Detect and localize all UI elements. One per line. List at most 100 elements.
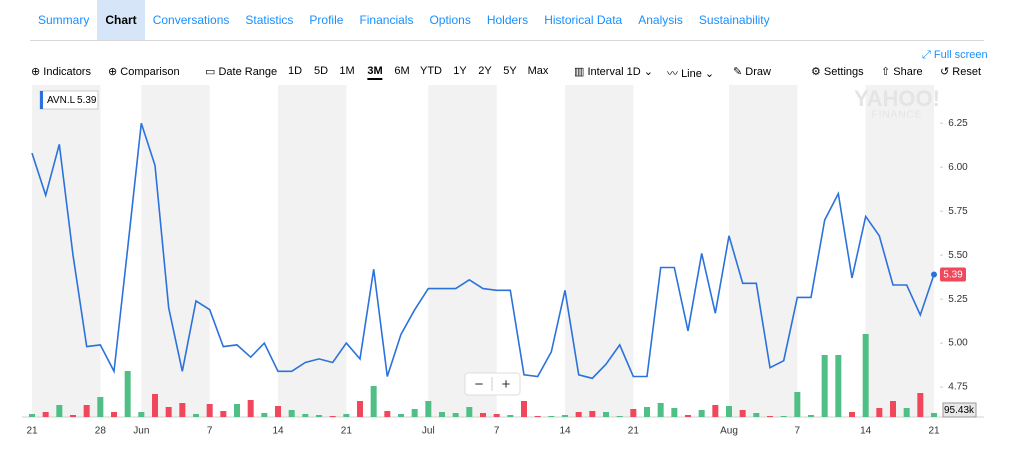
- range-button[interactable]: 2Y: [478, 65, 492, 77]
- x-tick-label: 21: [26, 426, 38, 437]
- volume-bar: [862, 334, 869, 417]
- range-button[interactable]: 5Y: [503, 65, 517, 77]
- volume-bar: [439, 412, 445, 417]
- volume-bar: [152, 394, 158, 417]
- volume-bar: [193, 414, 199, 417]
- volume-bar: [316, 415, 322, 417]
- volume-bar: [903, 408, 910, 417]
- zoom-box: [464, 372, 521, 396]
- tab[interactable]: Holders: [486, 13, 529, 27]
- line-type-label: Line: [681, 68, 702, 80]
- tab[interactable]: Statistics: [245, 13, 294, 27]
- volume-bar: [398, 414, 404, 417]
- x-tick-label: 28: [95, 426, 107, 437]
- y-tick-label: 5.00: [948, 338, 968, 349]
- tab[interactable]: Sustainability: [698, 13, 770, 27]
- legend-value: 5.39: [77, 95, 97, 106]
- y-tick-label: 6.00: [948, 162, 968, 173]
- week-band: [729, 85, 798, 417]
- y-tick-label: 6.25: [948, 118, 968, 129]
- range-button[interactable]: Max: [527, 65, 549, 77]
- range-button[interactable]: 5D: [313, 65, 329, 77]
- volume-bar: [849, 412, 855, 417]
- settings[interactable]: ⚙ Settings: [811, 66, 864, 78]
- reset-label: Reset: [952, 66, 982, 78]
- volume-bar: [425, 401, 432, 417]
- volume-bar: [466, 407, 473, 417]
- volume-bar: [726, 406, 732, 417]
- x-tick-label: Jun: [133, 426, 149, 437]
- week-band: [278, 85, 347, 417]
- share-label: Share: [893, 66, 923, 78]
- volume-bar: [343, 414, 350, 417]
- interval-value: 1D: [626, 66, 641, 78]
- legend-swatch: [40, 91, 43, 109]
- volume-bar: [521, 401, 527, 417]
- full-screen[interactable]: ⤢ Full screen: [922, 49, 988, 61]
- watermark: FINANCE: [872, 110, 923, 121]
- tab[interactable]: Summary: [38, 13, 90, 27]
- reset[interactable]: ↺ Reset: [940, 66, 982, 78]
- tab[interactable]: Profile: [309, 13, 344, 27]
- legend-box: [39, 90, 99, 110]
- x-tick-label: 14: [559, 426, 571, 437]
- volume-bar: [288, 410, 295, 417]
- volume-bar: [644, 407, 650, 417]
- volume-bar: [794, 392, 801, 417]
- interval[interactable]: ▥ Interval 1D ⌄: [574, 66, 653, 78]
- volume-bar: [70, 415, 76, 417]
- x-tick-label: 21: [928, 426, 940, 437]
- zoom-in[interactable]: +: [502, 376, 511, 393]
- x-tick-label: Jul: [422, 426, 435, 437]
- volume-bar: [329, 416, 336, 417]
- comparison[interactable]: ⊕ Comparison: [108, 66, 180, 78]
- volume-bar: [302, 414, 309, 417]
- volume-bar: [698, 410, 705, 417]
- zoom-out[interactable]: −: [475, 376, 484, 393]
- week-band: [141, 85, 210, 417]
- week-band: [865, 85, 934, 417]
- volume-bar: [917, 393, 924, 417]
- range-button[interactable]: 1Y: [453, 65, 467, 77]
- tab[interactable]: Analysis: [638, 13, 683, 27]
- volume-bar: [753, 413, 760, 417]
- line-type[interactable]: 〰 Line ⌄: [667, 68, 715, 80]
- interval-label: Interval: [587, 66, 624, 78]
- share[interactable]: ⇧ Share: [881, 66, 923, 78]
- range-button[interactable]: 1M: [339, 65, 355, 77]
- volume-bar: [876, 408, 883, 417]
- volume-bar: [548, 416, 555, 417]
- volume-bar: [890, 401, 896, 417]
- volume-bar: [562, 415, 568, 417]
- volume-bar: [780, 416, 787, 417]
- tab[interactable]: Options: [429, 13, 471, 27]
- tab[interactable]: Historical Data: [544, 13, 623, 27]
- range-button[interactable]: 3M: [367, 65, 383, 80]
- volume-bar: [452, 413, 459, 417]
- range-button[interactable]: YTD: [420, 65, 442, 77]
- draw[interactable]: ✎ Draw: [733, 66, 771, 78]
- week-band: [428, 85, 497, 417]
- volume-bar: [411, 409, 418, 417]
- volume-bar: [124, 371, 131, 417]
- volume-bar: [29, 414, 35, 417]
- indicators[interactable]: ⊕ Indicators: [31, 66, 91, 78]
- date-range[interactable]: ▭ Date Range: [205, 66, 278, 78]
- date-range-label: Date Range: [218, 66, 278, 78]
- volume-bar: [589, 411, 596, 417]
- volume-bar: [671, 408, 678, 417]
- tab[interactable]: Chart: [97, 0, 145, 40]
- settings-label: Settings: [823, 66, 864, 78]
- x-tick-label: 7: [494, 426, 500, 437]
- range-button[interactable]: 1D: [287, 65, 303, 77]
- volume-bar: [247, 400, 254, 417]
- volume-bar: [83, 405, 90, 417]
- volume-bar: [630, 409, 637, 417]
- volume-bar: [234, 404, 240, 417]
- week-band: [565, 85, 634, 417]
- tab[interactable]: Financials: [359, 13, 414, 27]
- volume-bar: [56, 405, 63, 417]
- tab[interactable]: Conversations: [152, 13, 230, 27]
- range-button[interactable]: 6M: [394, 65, 410, 77]
